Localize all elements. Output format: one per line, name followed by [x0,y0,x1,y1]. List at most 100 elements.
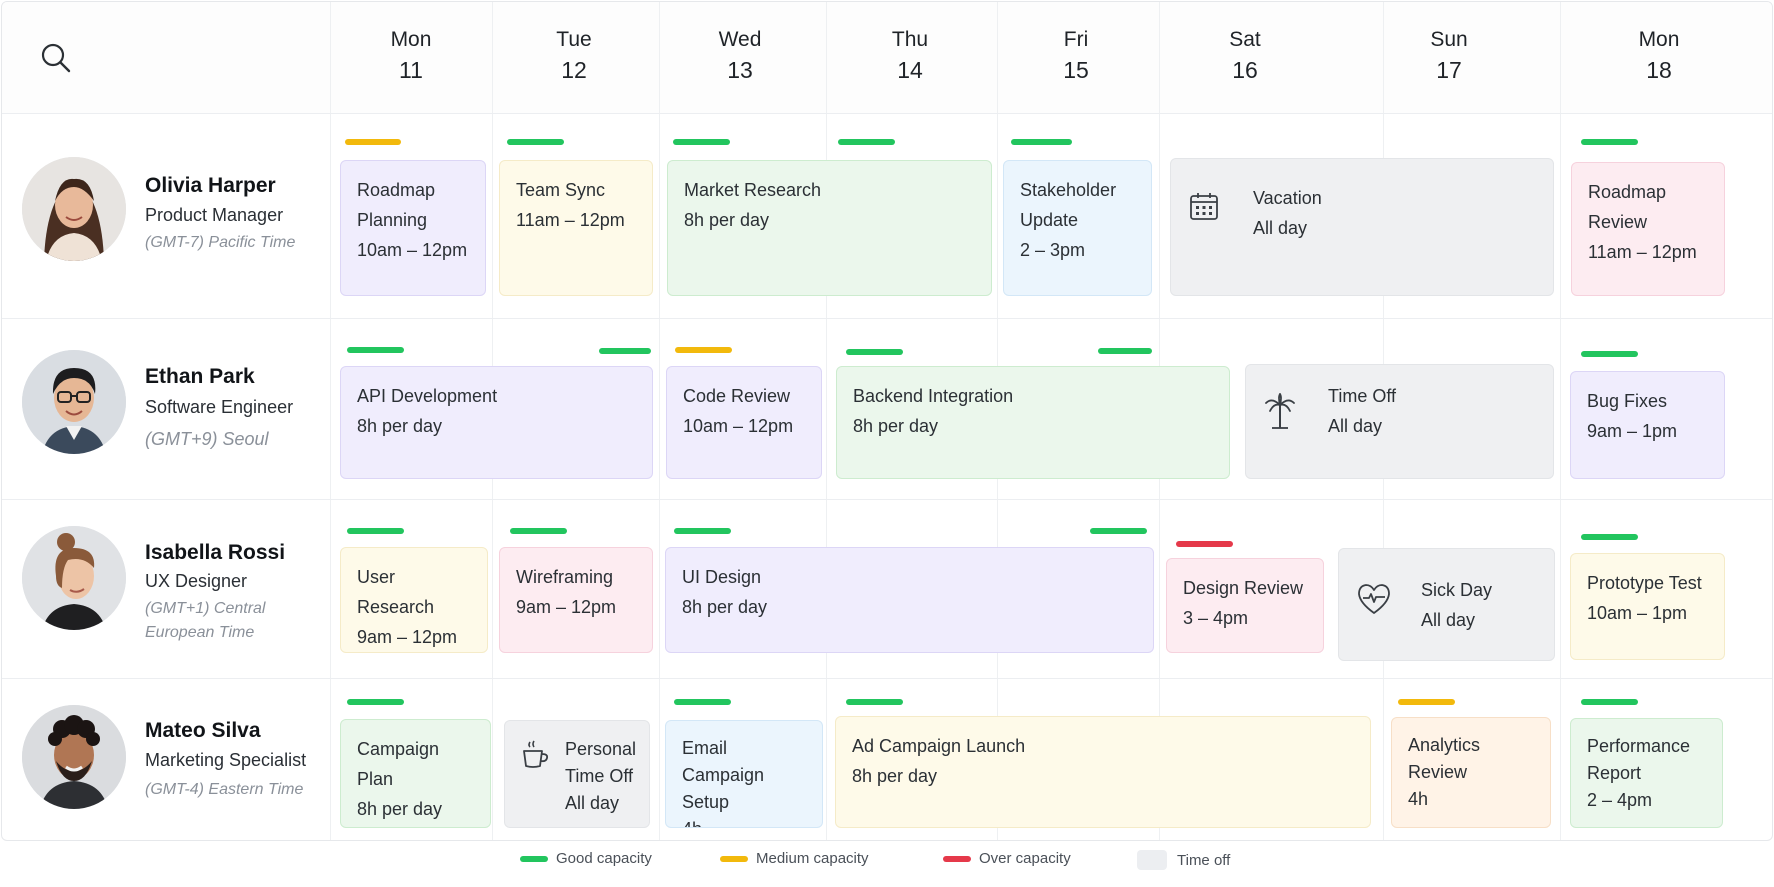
event-card[interactable]: Team Sync 11am – 12pm [499,160,653,296]
avatar [22,350,126,454]
capacity-bar-good [347,347,404,353]
grid-line [2,113,1772,114]
event-title: Vacation [1253,188,1322,208]
time-off-card-vacation[interactable]: Vacation All day [1170,158,1554,296]
person-name: Isabella Rossi [145,541,286,564]
event-card[interactable]: Email Campaign Setup 4h [665,720,823,828]
event-title: Analytics Review [1408,735,1481,782]
grid-line [2,318,1772,319]
event-title: Time Off [1328,386,1397,406]
avatar [22,526,126,630]
time-off-card[interactable]: Sick Day All day [1338,548,1555,661]
event-title: Campaign Plan [357,739,440,789]
person-timezone: (GMT+9) Seoul [145,429,269,449]
event-time: 10am – 12pm [357,240,468,260]
event-card[interactable]: User Research 9am – 12pm [340,547,488,653]
event-card[interactable]: UI Design 8h per day [665,547,1154,653]
legend-swatch-over [943,855,971,862]
day-header: Mon 18 [1599,26,1719,86]
legend-label: Time off [1177,851,1231,869]
event-card[interactable]: Campaign Plan 8h per day [340,719,491,828]
event-card[interactable]: Market Research 8h per day [667,160,992,296]
person-name: Ethan Park [145,365,255,388]
day-header: Fri 15 [1016,26,1136,86]
event-card[interactable]: Performance Report 2 – 4pm [1570,718,1723,828]
legend-label: Good capacity [556,850,652,867]
event-card[interactable]: Wireframing 9am – 12pm [499,547,653,653]
event-title: Roadmap Planning [357,180,436,230]
legend-swatch-time-off [1137,850,1167,870]
event-card[interactable]: Stakeholder Update 2 – 3pm [1003,160,1152,296]
event-title: Prototype Test [1587,573,1702,593]
capacity-bar-good [1098,348,1152,354]
capacity-bar-good [347,699,404,705]
capacity-bar-good [846,699,903,705]
event-time: 9am – 12pm [516,597,617,617]
event-card[interactable]: Backend Integration 8h per day [836,366,1230,479]
day-header: Wed 13 [680,26,800,86]
day-name: Thu [891,28,929,51]
time-off-card[interactable]: Personal Time Off All day [504,720,650,828]
event-card[interactable]: Design Review 3 – 4pm [1166,558,1324,653]
event-time: 9am – 1pm [1587,421,1678,441]
day-number: 12 [561,57,587,83]
person-ethan-park[interactable]: Ethan Park Software Engineer (GMT+9) Seo… [22,350,322,490]
avatar [22,705,126,809]
capacity-bar-good [838,139,895,145]
capacity-bar-good [673,139,730,145]
grid-line [2,499,1772,500]
event-card[interactable]: Bug Fixes 9am – 1pm [1570,371,1725,479]
event-card[interactable]: Code Review 10am – 12pm [666,366,822,479]
search-icon[interactable] [40,42,72,74]
legend-good-capacity: Good capacity [520,850,652,867]
grid-line [330,2,331,840]
event-title: Performance Report [1587,736,1691,783]
grid-line [2,678,1772,679]
event-duration: All day [565,793,620,813]
capacity-bar-good [846,349,903,355]
event-card[interactable]: Prototype Test 10am – 1pm [1570,553,1725,660]
event-card[interactable]: Roadmap Planning 10am – 12pm [340,160,486,296]
avatar [22,157,126,261]
event-card[interactable]: Roadmap Review 11am – 12pm [1571,162,1725,296]
event-time: 9am – 12pm [357,627,458,647]
day-header: Sun 17 [1389,26,1509,86]
day-name: Mon [1638,28,1680,51]
event-time: 11am – 12pm [516,210,625,230]
legend-swatch-medium [720,855,748,862]
event-duration: 8h per day [357,799,443,819]
capacity-bar-over [1176,541,1233,547]
day-name: Sun [1430,28,1468,51]
event-title: User Research [357,567,435,617]
event-time: 2 – 3pm [1020,240,1086,260]
capacity-bar-medium [345,139,401,145]
person-role: Product Manager [145,205,284,225]
event-card[interactable]: Analytics Review 4h [1391,717,1551,828]
event-duration: 8h per day [853,416,939,436]
event-duration: All day [1328,416,1383,436]
person-olivia-harper[interactable]: Olivia Harper Product Manager (GMT-7) Pa… [22,157,322,297]
event-title: Backend Integration [853,386,1014,406]
event-duration: All day [1253,218,1308,238]
legend-swatch-good [520,855,548,862]
capacity-bar-good [674,699,731,705]
event-card[interactable]: API Development 8h per day [340,366,653,479]
day-header: Thu 14 [850,26,970,86]
event-title: Market Research [684,180,822,200]
event-title: Bug Fixes [1587,391,1668,411]
time-off-card[interactable]: Time Off All day [1245,364,1554,479]
event-title: Team Sync [516,180,606,200]
person-isabella-rossi[interactable]: Isabella Rossi UX Designer (GMT+1) Centr… [22,526,322,666]
event-title: API Development [357,386,498,406]
palm-tree-icon [1264,392,1296,429]
event-duration: 8h per day [682,597,768,617]
event-card[interactable]: Ad Campaign Launch 8h per day [835,716,1371,828]
day-name: Wed [718,28,762,51]
heart-pulse-icon [1357,583,1390,615]
day-name: Mon [390,28,432,51]
capacity-bar-good [1581,139,1638,145]
person-mateo-silva[interactable]: Mateo Silva Marketing Specialist (GMT-4)… [22,705,322,840]
day-number: 11 [399,57,423,83]
event-duration: 4h [682,816,806,827]
legend-label: Over capacity [979,850,1071,867]
